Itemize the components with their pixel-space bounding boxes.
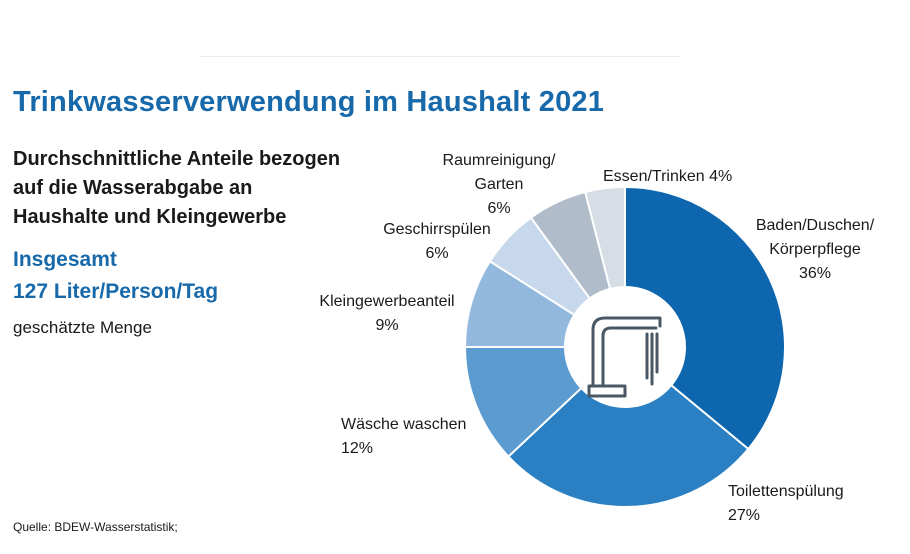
label-toilette: Toilettenspülung 27% [728,483,844,524]
label-raumreinigung: Raumreinigung/Garten 6% [443,152,557,217]
total-line: 127 Liter/Person/Tag [13,280,219,303]
label-geschirr: Geschirrspülen 6% [383,221,491,262]
label-group: Baden/Duschen/Körperpflege 36% Toilettensp… [319,152,874,524]
label-baden: Baden/Duschen/Körperpflege 36% [756,217,875,282]
source-note: Quelle: BDEW-Wasserstatistik; [13,520,178,534]
label-kleingewerbe: Kleingewerbeanteil 9% [319,293,454,334]
total-consumption: Insgesamt 127 Liter/Person/Tag [13,244,218,308]
label-waesche: Wäsche waschen 12% [341,416,466,457]
subtitle-line: Haushalte und Kleingewerbe [13,206,287,228]
subtitle-line: auf die Wasserabgabe an [13,177,253,199]
faucet-icon [587,316,662,398]
top-divider [200,56,680,57]
slice-group [463,185,786,508]
total-line: Insgesamt [13,248,117,271]
label-essen: Essen/Trinken 4% [603,168,732,185]
chart-title: Trinkwasserverwendung im Haushalt 2021 [13,86,605,118]
chart-subtitle: Durchschnittliche Anteile bezogen auf di… [13,145,393,232]
estimate-note: geschätzte Menge [13,318,152,337]
subtitle-line: Durchschnittliche Anteile bezogen [13,148,341,170]
